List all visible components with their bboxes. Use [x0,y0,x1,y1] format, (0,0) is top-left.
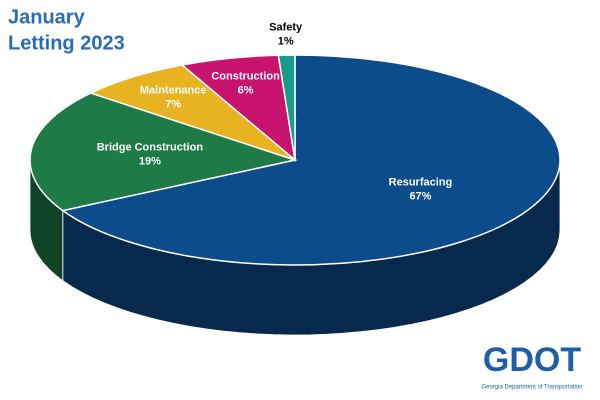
value-label: 19% [139,155,161,167]
value-label: 67% [409,190,431,202]
slice-label: Construction [211,71,280,83]
value-label: 1% [278,35,294,47]
slice [277,54,296,161]
chart-title: Letting 2023 [8,32,125,54]
slice-label: Bridge Construction [97,141,204,153]
value-label: 6% [238,85,254,97]
logo-text: GDOT [483,341,581,379]
logo: GDOT Georgia Department of Transportatio… [481,341,582,391]
logo-subtitle: Georgia Department of Transportation [481,385,582,391]
slice [88,64,296,161]
chart-title: January [8,6,86,28]
slice [29,92,298,212]
value-label: 7% [165,99,181,111]
slice-label: Safety [269,21,303,33]
slice-label: Resurfacing [389,176,453,188]
pie [29,54,561,336]
slice [60,54,561,266]
slice-label: Maintenance [140,85,207,97]
